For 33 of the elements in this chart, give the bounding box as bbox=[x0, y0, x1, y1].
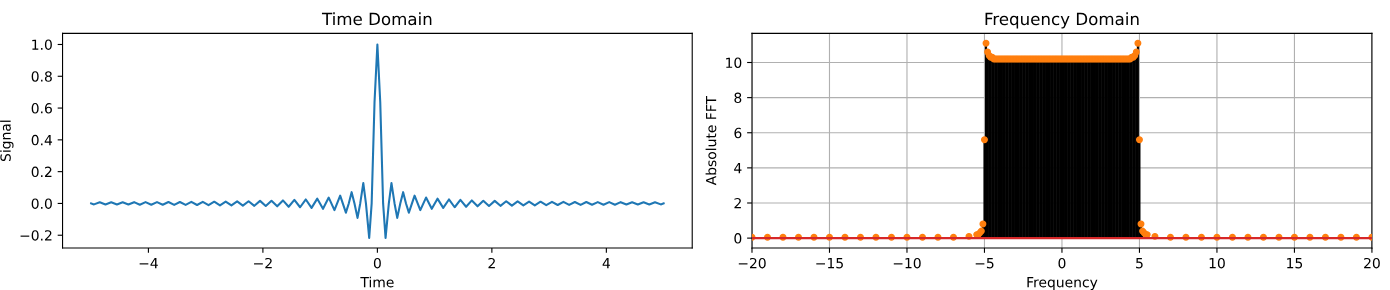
y-tick-label: 6 bbox=[734, 127, 742, 139]
x-tick-label: 10 bbox=[1209, 257, 1225, 269]
y-tick-label: 0.2 bbox=[31, 166, 52, 178]
y-axis-title: Signal bbox=[0, 120, 14, 162]
x-tick-label: 4 bbox=[602, 258, 610, 269]
x-tick-label: −10 bbox=[893, 257, 921, 269]
x-tick-label: 2 bbox=[488, 257, 495, 269]
x-tick-label: −15 bbox=[816, 258, 843, 269]
y-tick-label: 4 bbox=[734, 163, 742, 174]
x-tick-label: 0 bbox=[1058, 257, 1066, 269]
x-tick-label: −4 bbox=[139, 258, 158, 269]
y-tick-label: −0.2 bbox=[20, 230, 52, 241]
y-tick-label: 0.8 bbox=[31, 71, 52, 82]
y-tick-label: 8 bbox=[734, 92, 742, 104]
x-tick-label: −5 bbox=[975, 258, 994, 269]
x-tick-label: 0 bbox=[373, 257, 381, 269]
x-tick-label: 20 bbox=[1364, 257, 1380, 269]
x-tick-label: 5 bbox=[1136, 258, 1143, 269]
x-axis-title: Frequency bbox=[1027, 277, 1098, 290]
chart-title: Frequency Domain bbox=[985, 12, 1139, 29]
x-tick-label: −2 bbox=[254, 257, 272, 269]
chart-title: Time Domain bbox=[321, 12, 432, 26]
y-tick-label: 1.0 bbox=[32, 39, 52, 50]
x-axis-title: Time bbox=[360, 276, 394, 288]
y-tick-label: 0.4 bbox=[31, 134, 53, 146]
x-tick-label: 15 bbox=[1287, 258, 1303, 269]
y-tick-label: 10 bbox=[726, 57, 742, 68]
y-tick-label: 0 bbox=[734, 233, 742, 244]
y-axis-title: Absolute FFT bbox=[705, 95, 717, 186]
y-tick-label: 2 bbox=[734, 197, 741, 209]
y-tick-label: 0.0 bbox=[31, 198, 52, 209]
x-tick-label: −20 bbox=[738, 257, 766, 269]
y-tick-label: 0.6 bbox=[31, 103, 52, 114]
